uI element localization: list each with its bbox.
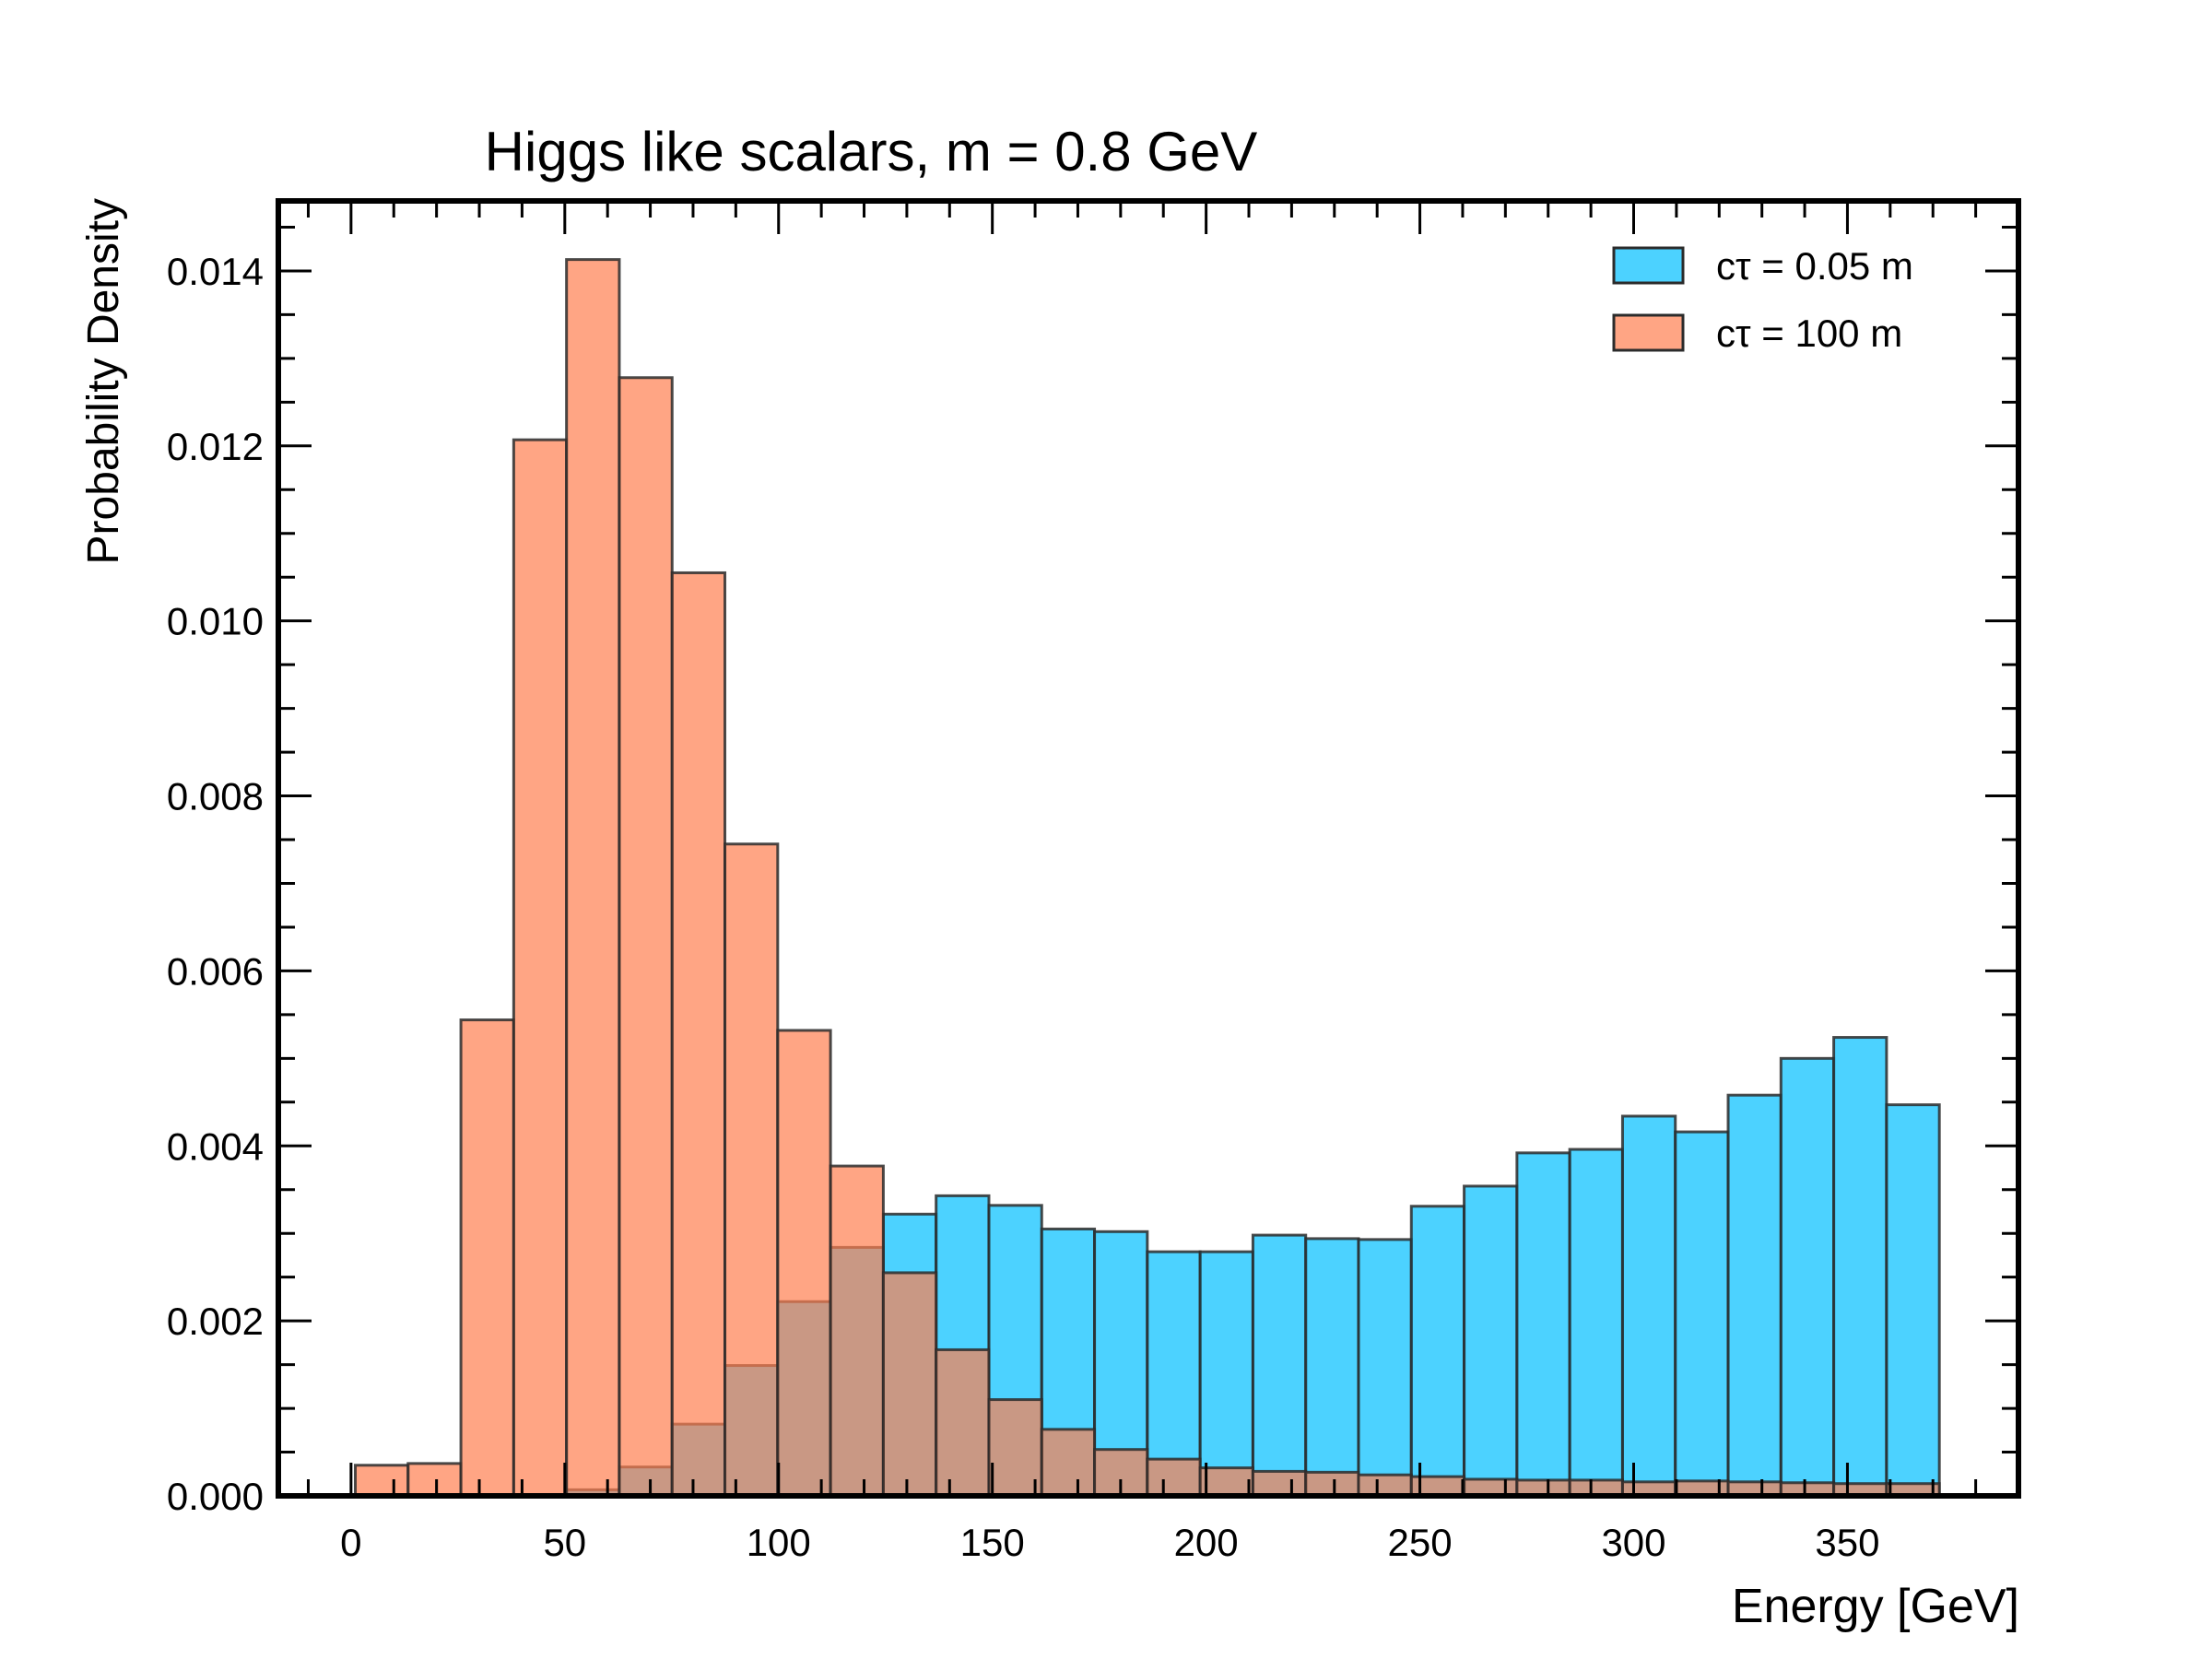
- bar-s0-15: [1146, 1250, 1202, 1498]
- y-tick-label: 0.002: [167, 1300, 264, 1343]
- bar-s1-6: [670, 571, 727, 1498]
- bar-s1-2: [459, 1018, 515, 1498]
- bar-s1-3: [512, 438, 569, 1498]
- bar-s0-23: [1568, 1147, 1624, 1498]
- bar-s1-13: [1040, 1428, 1097, 1498]
- y-tick-label: 0.014: [167, 250, 264, 293]
- axis-tick-labels: 0 50 100 150 200 250 300 350 0.000 0.002 0.004 0.00…: [167, 250, 1880, 1564]
- bar-s0-29: [1885, 1103, 1941, 1498]
- y-tick-label: 0.008: [167, 775, 264, 818]
- bar-s1-16: [1198, 1466, 1254, 1498]
- bar-s0-27: [1779, 1056, 1836, 1498]
- bar-s1-5: [618, 376, 674, 1498]
- bar-s0-22: [1515, 1151, 1571, 1498]
- x-axis-label: Energy [GeV]: [1732, 1580, 2019, 1633]
- legend-label-1: cτ = 100 m: [1716, 312, 1902, 355]
- bar-s1-10: [881, 1271, 938, 1498]
- bar-s1-4: [565, 258, 621, 1498]
- x-tick-label: 250: [1388, 1521, 1453, 1564]
- x-tick-label: 150: [960, 1521, 1025, 1564]
- bar-s0-18: [1304, 1237, 1360, 1498]
- x-tick-label: 100: [747, 1521, 811, 1564]
- bar-s1-17: [1251, 1469, 1308, 1498]
- y-tick-label: 0.010: [167, 600, 264, 643]
- x-tick-label: 350: [1815, 1521, 1879, 1564]
- bar-s0-21: [1463, 1184, 1519, 1498]
- bar-s1-18: [1304, 1470, 1360, 1498]
- bar-s1-1: [406, 1462, 463, 1498]
- bar-s1-15: [1146, 1457, 1202, 1498]
- legend-label-0: cτ = 0.05 m: [1716, 244, 1913, 288]
- series-ctau-100m-bars: [353, 258, 1941, 1498]
- x-tick-label: 0: [340, 1521, 361, 1564]
- bar-s0-17: [1251, 1233, 1308, 1498]
- bar-s0-20: [1409, 1205, 1466, 1498]
- bar-s1-0: [353, 1464, 410, 1498]
- x-tick-label: 300: [1601, 1521, 1665, 1564]
- bar-s0-16: [1198, 1250, 1254, 1498]
- bar-s0-25: [1674, 1130, 1730, 1498]
- legend: cτ = 0.05 m cτ = 100 m: [1612, 244, 1913, 355]
- bar-s1-7: [724, 842, 780, 1498]
- bar-s0-26: [1726, 1093, 1783, 1498]
- y-tick-label: 0.000: [167, 1475, 264, 1518]
- y-axis-label: Probability Density: [79, 198, 128, 565]
- bar-s0-28: [1832, 1036, 1888, 1498]
- bar-s1-8: [776, 1029, 832, 1498]
- legend-swatch-0: [1612, 246, 1685, 285]
- x-tick-label: 200: [1174, 1521, 1239, 1564]
- y-tick-label: 0.004: [167, 1124, 264, 1168]
- bar-s0-24: [1620, 1114, 1677, 1498]
- plot-frame: [276, 198, 2021, 1499]
- bar-s1-9: [829, 1164, 885, 1498]
- bar-s1-19: [1357, 1473, 1413, 1498]
- bar-s0-19: [1357, 1238, 1413, 1498]
- chart-title: Higgs like scalars, m = 0.8 GeV: [485, 121, 1258, 182]
- x-tick-label: 50: [543, 1521, 586, 1564]
- y-tick-label: 0.012: [167, 425, 264, 468]
- legend-swatch-1: [1612, 313, 1685, 352]
- y-tick-label: 0.006: [167, 949, 264, 993]
- bar-s1-11: [935, 1347, 991, 1498]
